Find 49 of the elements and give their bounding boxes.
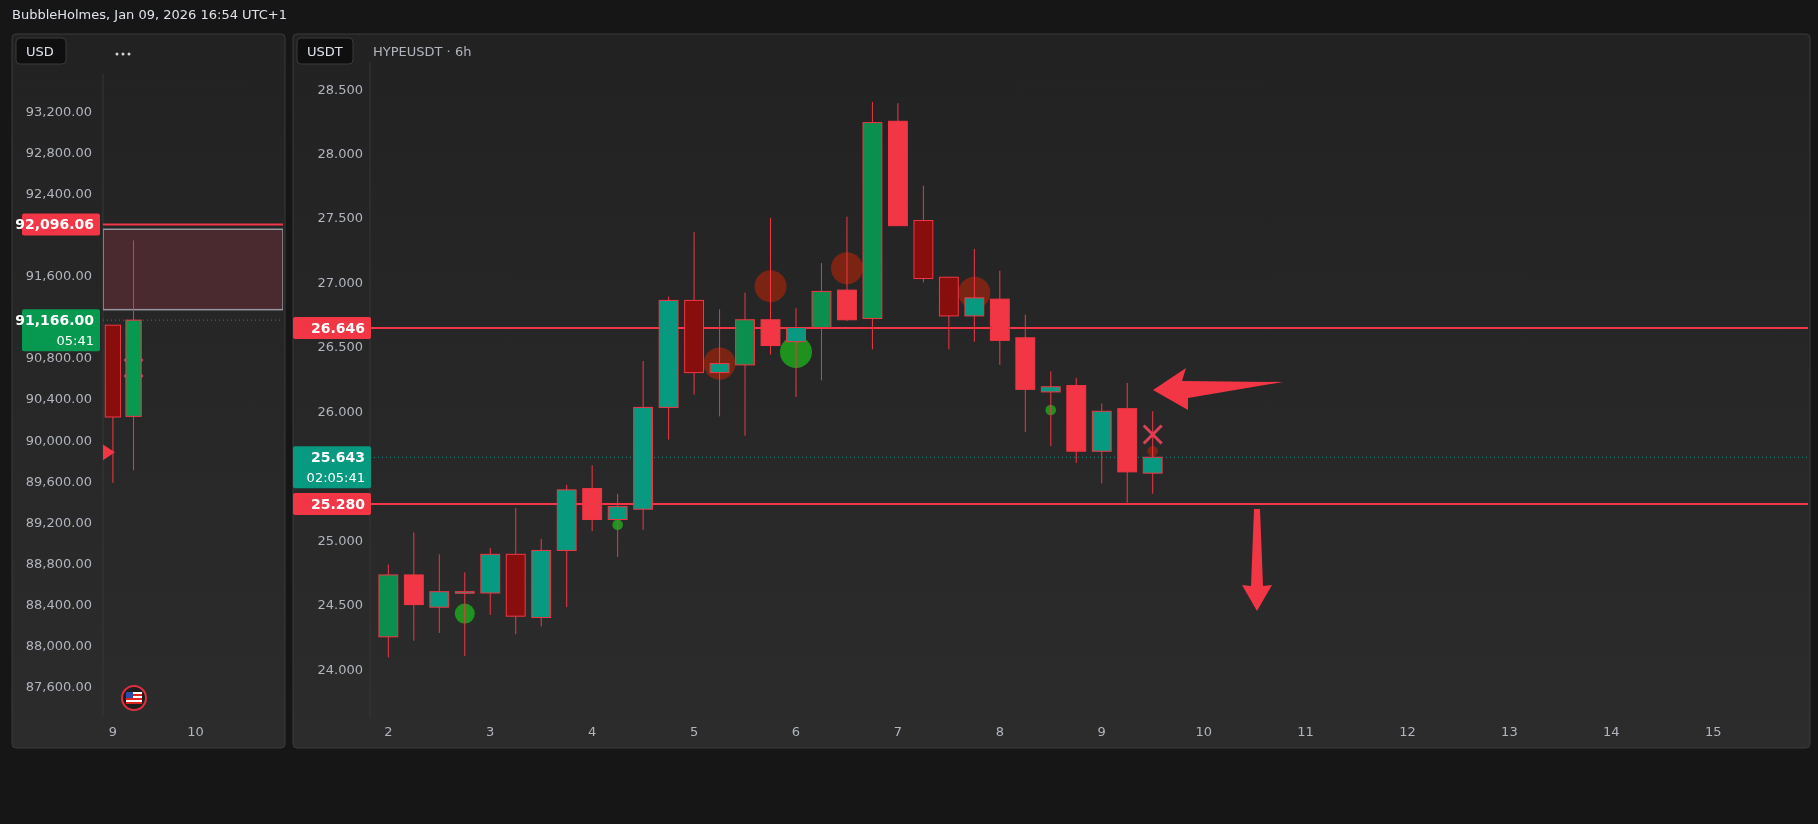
y-tick-label: 88,400.00 <box>25 597 92 613</box>
ref-line-label: 25.280 <box>310 495 366 512</box>
y-tick-label: 92,800.00 <box>25 144 92 160</box>
chart-title: HYPEUSDT · 6h <box>373 43 472 59</box>
y-tick-label: 90,400.00 <box>25 391 92 407</box>
y-tick-label: 27.000 <box>317 274 363 290</box>
candlestick <box>454 571 475 657</box>
x-tick-label: 8 <box>995 724 1004 739</box>
y-tick-label: 88,000.00 <box>25 638 92 654</box>
x-tick-label: 9 <box>1097 724 1106 739</box>
x-tick-label: 2 <box>384 724 393 739</box>
y-tick-label: 28.500 <box>317 81 363 97</box>
y-tick-label: 26.500 <box>317 339 363 355</box>
y-axis-title: USDT <box>307 43 343 59</box>
y-axis-title: USD <box>26 43 54 59</box>
text: BubbleHolmes, Jan 09, 2026 16:54 UTC+1 <box>12 7 288 22</box>
x-tick-label: 6 <box>791 724 801 739</box>
x-tick-label: 10 <box>187 724 204 739</box>
candlestick <box>429 553 450 634</box>
y-tick-label: 88,800.00 <box>25 555 92 571</box>
y-tick-label: 89,200.00 <box>25 514 92 530</box>
ref-line-label: 91,166.00 05:41 <box>15 312 95 348</box>
ref-line-label: 25.643 02:05:41 <box>306 449 365 485</box>
x-tick-label: 13 <box>1501 724 1518 739</box>
y-tick-label: 26.000 <box>317 403 363 419</box>
x-tick-label: 3 <box>486 724 495 739</box>
y-tick-label: 91,600.00 <box>25 268 92 284</box>
ref-line-label: 26.646 <box>310 319 365 336</box>
candlestick <box>1040 370 1061 447</box>
y-tick-label: 24.000 <box>317 661 363 677</box>
x-tick-label: 14 <box>1603 724 1620 739</box>
y-tick-label: 28.000 <box>317 146 363 162</box>
y-tick-label: 87,600.00 <box>25 679 92 695</box>
y-tick-label: 25.000 <box>317 532 363 548</box>
x-tick-label: 4 <box>588 724 597 739</box>
y-tick-label: 27.500 <box>317 210 363 226</box>
x-tick-label: 15 <box>1704 724 1722 739</box>
y-tick-label: 89,600.00 <box>25 473 92 489</box>
y-tick-label: 90,000.00 <box>25 432 92 448</box>
y-tick-label: 24.500 <box>317 597 363 613</box>
y-tick-label: 93,200.00 <box>25 103 92 119</box>
x-tick-label: 5 <box>689 724 699 739</box>
y-tick-label: 92,400.00 <box>25 185 92 201</box>
x-tick-label: 10 <box>1195 724 1212 739</box>
x-tick-label: 12 <box>1399 724 1416 739</box>
x-tick-label: 7 <box>893 724 903 739</box>
x-tick-label: 11 <box>1297 724 1314 739</box>
y-tick-label: 90,800.00 <box>25 350 92 366</box>
x-tick-label: 9 <box>108 724 118 739</box>
